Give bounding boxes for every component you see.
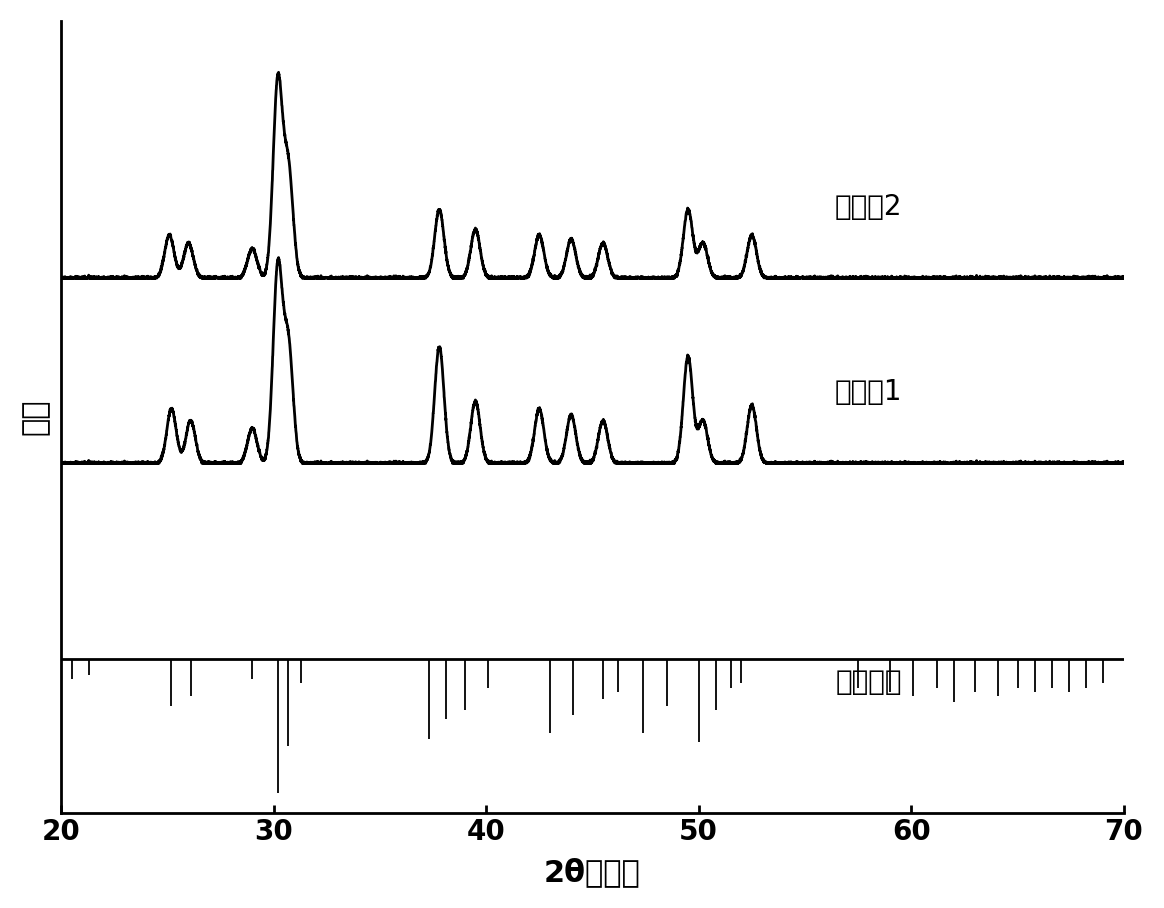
Text: 实施失1: 实施失1 <box>835 378 902 406</box>
X-axis label: 2θ（度）: 2θ（度） <box>544 857 640 887</box>
Text: 标准卡片: 标准卡片 <box>836 668 902 696</box>
Text: 实施失2: 实施失2 <box>835 192 902 221</box>
Y-axis label: 强度: 强度 <box>21 399 50 435</box>
